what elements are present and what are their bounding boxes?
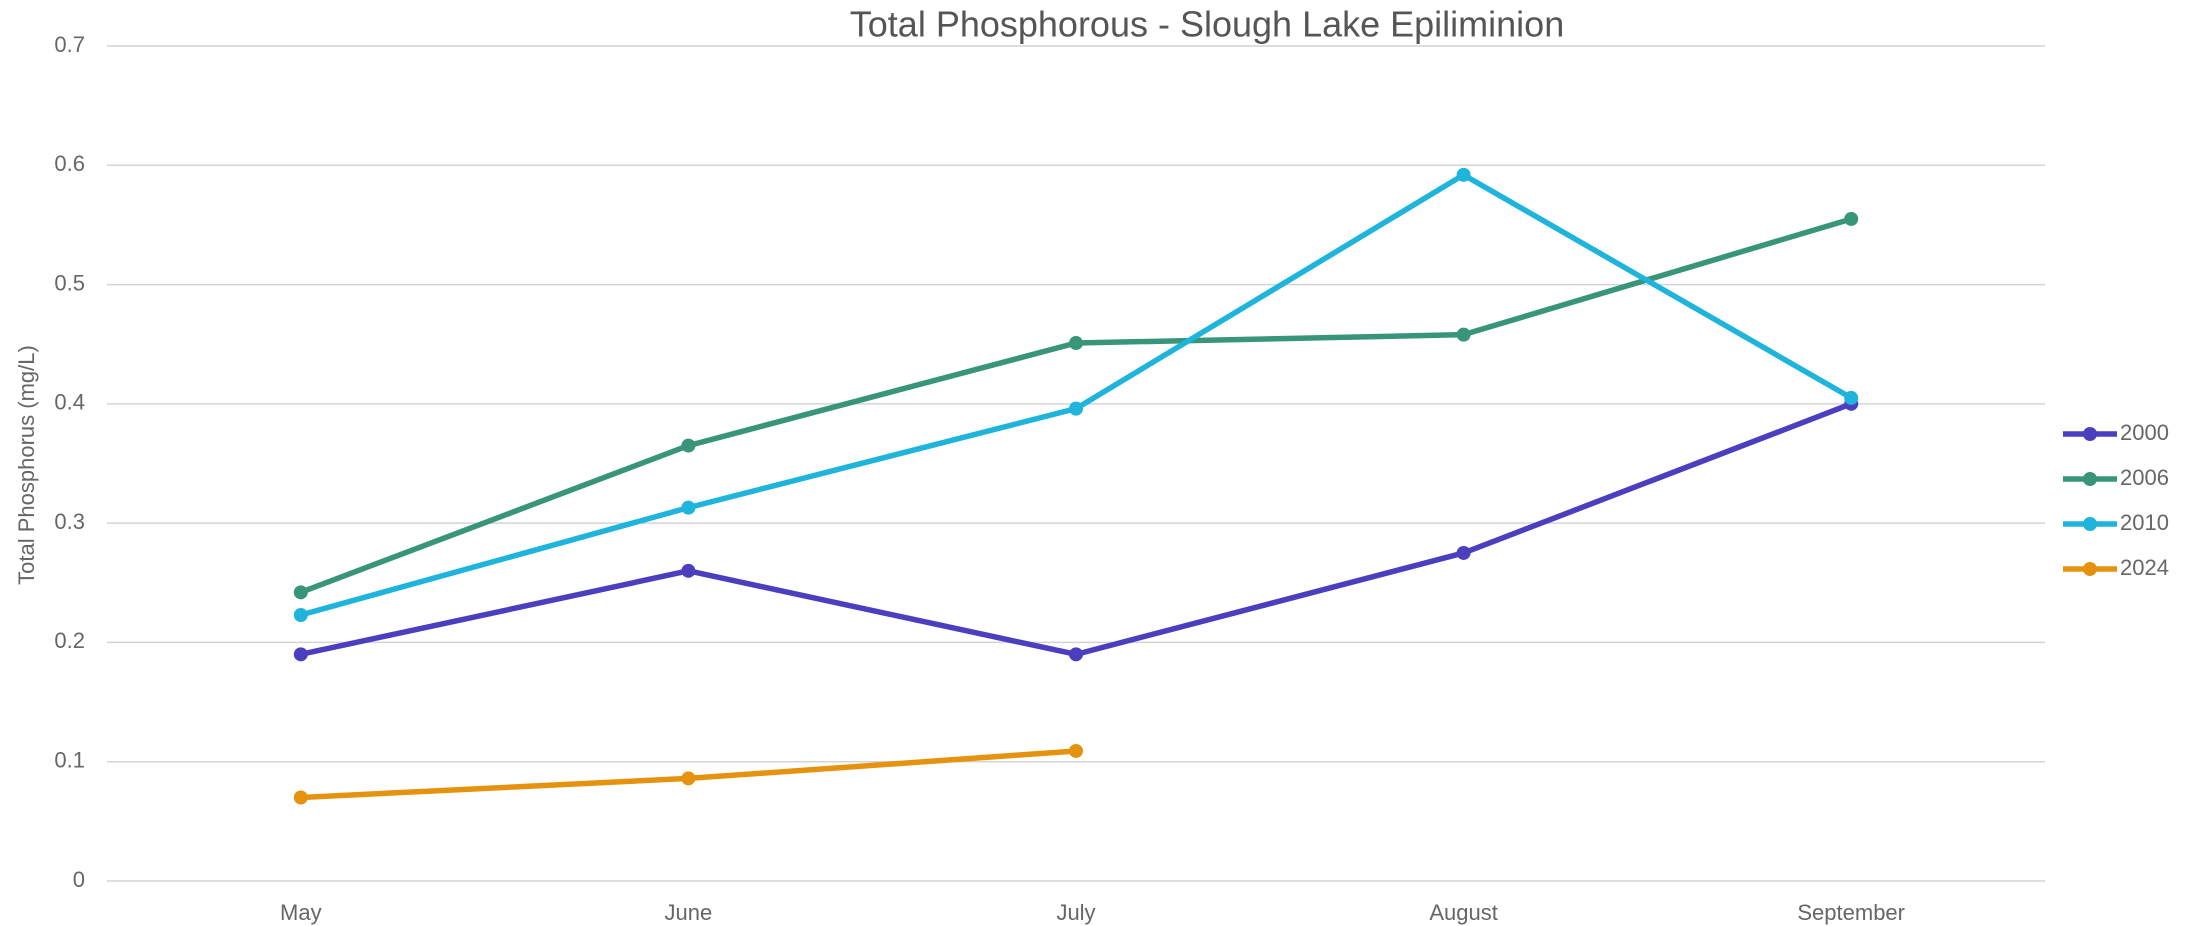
y-tick-label: 0.5 (54, 270, 85, 295)
y-tick-label: 0.6 (54, 151, 85, 176)
y-tick-label: 0.4 (54, 390, 85, 415)
data-point (681, 438, 696, 453)
data-point (681, 563, 696, 578)
legend-label: 2006 (2120, 465, 2169, 490)
x-tick-label: July (1056, 900, 1095, 925)
legend-label: 2024 (2120, 555, 2169, 580)
legend-marker (2083, 472, 2097, 486)
legend-label: 2010 (2120, 510, 2169, 535)
x-tick-label: August (1429, 900, 1498, 925)
data-point (1844, 211, 1859, 226)
data-point (293, 607, 308, 622)
y-tick-label: 0.1 (54, 748, 85, 773)
legend-marker (2083, 427, 2097, 441)
data-point (1456, 167, 1471, 182)
data-point (1069, 647, 1083, 662)
chart-title: Total Phosphorous - Slough Lake Epilimin… (850, 4, 1564, 45)
data-point (1456, 327, 1471, 342)
data-point (681, 771, 696, 786)
legend-label: 2000 (2120, 420, 2169, 445)
data-point (1069, 743, 1083, 758)
x-tick-label: September (1797, 900, 1905, 925)
data-point (293, 585, 308, 600)
data-point (1069, 401, 1083, 416)
data-point (293, 790, 308, 805)
x-tick-label: May (280, 900, 322, 925)
data-point (293, 647, 308, 662)
series-line (300, 401, 1853, 658)
y-tick-label: 0.7 (54, 32, 85, 57)
legend-marker (2083, 517, 2097, 531)
data-point (1844, 390, 1859, 405)
y-tick-label: 0.3 (54, 509, 85, 534)
data-point (1069, 336, 1083, 351)
x-tick-label: June (665, 900, 713, 925)
legend-marker (2083, 562, 2097, 576)
data-point (1456, 545, 1471, 560)
series-line (300, 172, 1853, 618)
y-axis-label: Total Phosphorus (mg/L) (14, 345, 39, 585)
data-point (681, 500, 696, 515)
y-tick-label: 0.2 (54, 628, 85, 653)
y-tick-label: 0 (73, 867, 85, 892)
